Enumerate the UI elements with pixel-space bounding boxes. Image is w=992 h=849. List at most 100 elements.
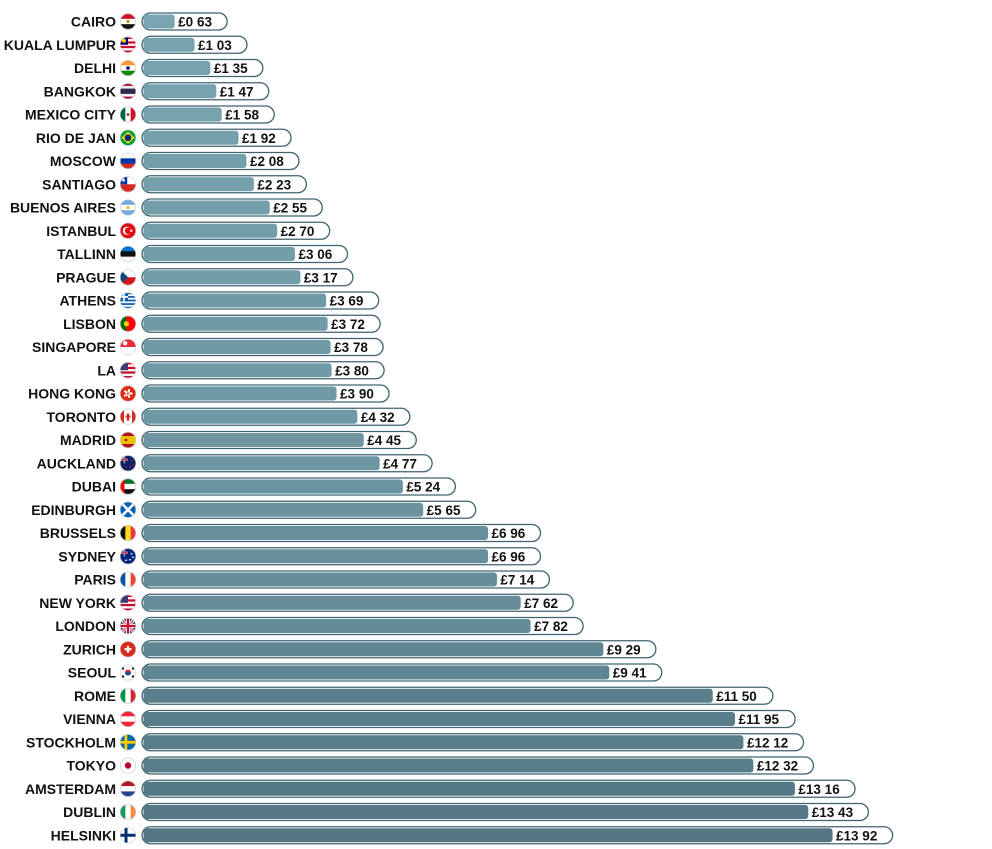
bar-row-auckland: AUCKLAND £4 77 (37, 454, 433, 473)
bar-row-vienna: VIENNA £11 95 (63, 709, 796, 729)
category-label: MADRID (60, 432, 116, 448)
bar-row-lisbon: LISBON £3 72 (63, 314, 381, 333)
value-label: £1 35 (214, 61, 248, 76)
bar-row-moscow: MOSCOW £2 08 (50, 151, 300, 171)
value-label: £13 43 (812, 805, 854, 820)
bar-row-rome: ROME £11 50 (74, 686, 774, 705)
bar (143, 363, 332, 378)
bar-row-helsinki: HELSINKI £13 92 (51, 826, 894, 845)
category-label: VIENNA (63, 711, 116, 727)
bar (143, 130, 239, 145)
bar (143, 107, 222, 122)
bar-row-singapore: SINGAPORE £3 78 (32, 337, 384, 357)
bar-row-prague: PRAGUE £3 17 (56, 268, 354, 287)
category-label: HONG KONG (28, 386, 116, 402)
bar-row-toronto: TORONTO £4 32 (47, 407, 411, 426)
bar-row-tallinn: TALLINN £3 06 (57, 244, 349, 264)
bar-row-dublin: DUBLIN £13 43 (63, 802, 870, 822)
canada-flag-icon (120, 408, 137, 425)
bar (143, 293, 327, 308)
bar (143, 61, 211, 75)
bar (143, 433, 364, 447)
bar (143, 37, 195, 52)
category-label: BUENOS AIRES (10, 200, 116, 216)
category-label: AUCKLAND (37, 455, 116, 471)
czech-flag-icon (120, 269, 137, 286)
value-label: £5 65 (427, 503, 461, 518)
category-label: BANGKOK (44, 83, 116, 99)
category-label: ZURICH (63, 641, 116, 657)
bar (143, 758, 754, 773)
bar (143, 828, 833, 843)
mexico-flag-icon (120, 106, 137, 123)
category-label: NEW YORK (39, 595, 116, 611)
category-label: ISTANBUL (46, 223, 116, 239)
bar (143, 154, 247, 168)
bar-row-istanbul: ISTANBUL £2 70 (46, 221, 331, 240)
category-label: STOCKHOLM (26, 734, 116, 750)
bar (143, 270, 301, 285)
bar-row-hong-kong: HONG KONG £3 90 (28, 384, 390, 403)
bar-row-new-york: NEW YORK £7 62 (39, 593, 574, 612)
value-label: £1 47 (220, 84, 254, 99)
bar-row-sydney: SYDNEY £6 96 (58, 547, 542, 566)
category-label: ATHENS (59, 293, 116, 309)
south-korea-flag-icon (120, 664, 137, 681)
bar (143, 688, 713, 703)
category-label: SANTIAGO (42, 176, 116, 192)
bar-row-amsterdam: AMSTERDAM £13 16 (25, 779, 856, 798)
category-label: DUBLIN (63, 804, 116, 820)
bar (143, 200, 270, 215)
category-label: DELHI (74, 60, 116, 76)
japan-flag-icon (120, 757, 137, 774)
singapore-flag-icon (120, 338, 137, 355)
value-label: £9 29 (607, 642, 641, 657)
category-label: PARIS (74, 572, 116, 588)
bar (143, 572, 497, 587)
egypt-flag-icon (120, 13, 137, 30)
value-label: £13 16 (798, 782, 840, 797)
value-label: £6 96 (492, 526, 526, 541)
bar-row-santiago: SANTIAGO £2 23 (42, 175, 308, 194)
value-label: £2 70 (281, 224, 315, 239)
bar (143, 479, 403, 494)
value-label: £3 78 (334, 340, 368, 355)
value-label: £6 96 (492, 549, 526, 564)
value-label: £9 41 (613, 666, 647, 681)
value-label: £11 50 (716, 689, 757, 704)
estonia-flag-icon (120, 246, 137, 263)
bar (143, 456, 380, 471)
category-label: AMSTERDAM (25, 781, 116, 797)
usa-flag-icon (120, 594, 137, 611)
value-label: £7 14 (500, 573, 534, 588)
bar (143, 14, 175, 29)
category-label: KUALA LUMPUR (4, 37, 116, 53)
bar-row-stockholm: STOCKHOLM £12 12 (26, 733, 805, 752)
category-label: TALLINN (57, 246, 116, 262)
value-label: £3 69 (330, 294, 364, 309)
bar (143, 247, 295, 261)
chile-flag-icon (120, 176, 137, 193)
category-label: TORONTO (47, 409, 117, 425)
bar-row-paris: PARIS £7 14 (74, 570, 551, 589)
greece-flag-icon (120, 292, 137, 309)
value-label: £12 12 (747, 735, 788, 750)
bar (143, 386, 337, 401)
australia-flag-icon (120, 548, 137, 565)
category-label: SEOUL (68, 665, 117, 681)
thailand-flag-icon (120, 83, 137, 100)
sweden-flag-icon (120, 734, 137, 751)
brazil-flag-icon (120, 129, 137, 146)
uk-flag-icon (120, 617, 137, 634)
bar-row-kuala-lumpur: KUALA LUMPUR £1 03 (4, 35, 248, 54)
value-label: £4 77 (383, 456, 417, 471)
belgium-flag-icon (120, 524, 137, 541)
bar-row-dubai: DUBAI £5 24 (72, 477, 457, 496)
italy-flag-icon (120, 687, 137, 704)
bar (143, 316, 328, 331)
value-label: £2 08 (250, 154, 284, 169)
bar (143, 619, 531, 633)
bar-row-athens: ATHENS £3 69 (59, 291, 380, 310)
portugal-flag-icon (120, 315, 137, 332)
